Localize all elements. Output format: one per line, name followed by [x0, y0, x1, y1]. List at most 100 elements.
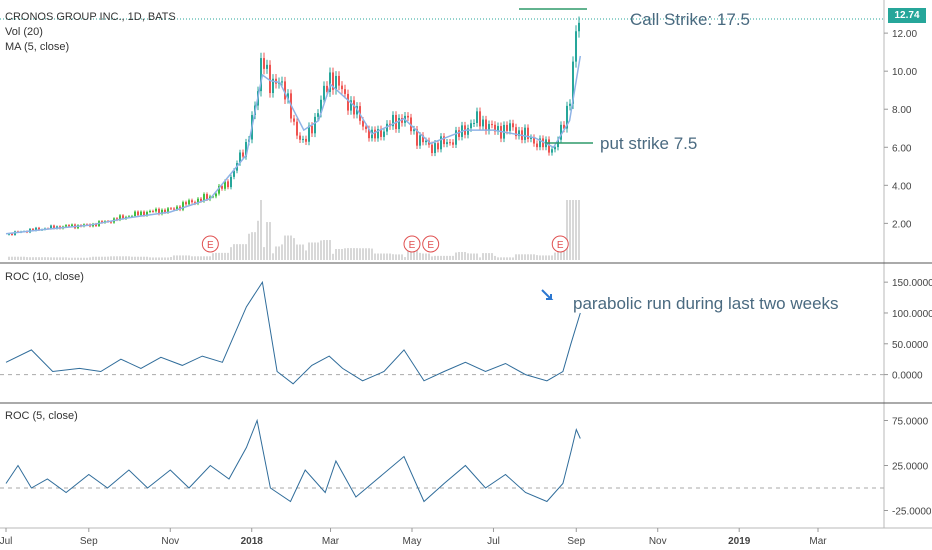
- volume-bar: [479, 257, 481, 260]
- volume-bar: [359, 248, 361, 260]
- y-tick-label: 100.0000: [892, 309, 932, 320]
- volume-bar: [314, 242, 316, 260]
- candle-body: [500, 126, 502, 139]
- parabolic-annotation: parabolic run during last two weeks: [573, 294, 839, 313]
- volume-bar: [119, 256, 121, 260]
- candle-body: [332, 72, 334, 90]
- volume-bar: [317, 242, 319, 260]
- volume-bar: [128, 256, 130, 260]
- candle-body: [488, 124, 490, 131]
- y-tick-label: 50.0000: [892, 340, 929, 351]
- candle-body: [560, 124, 562, 140]
- volume-bar: [47, 257, 49, 260]
- volume-bar: [173, 255, 175, 260]
- volume-bar: [371, 248, 373, 260]
- volume-bar: [209, 256, 211, 260]
- candle-body: [152, 210, 154, 212]
- candle-body: [218, 185, 220, 194]
- volume-bar: [248, 233, 250, 260]
- candle-body: [239, 152, 241, 164]
- volume-bar: [245, 244, 247, 260]
- volume-bar: [95, 256, 97, 260]
- volume-bar: [20, 256, 22, 260]
- volume-bar: [62, 257, 64, 260]
- candle-body: [323, 85, 325, 100]
- candle-body: [533, 137, 535, 144]
- candle-body: [485, 119, 487, 131]
- volume-bar: [485, 253, 487, 260]
- candle-body: [326, 85, 328, 92]
- candle-body: [563, 124, 565, 129]
- volume-bar: [302, 244, 304, 260]
- candle-body: [515, 127, 517, 137]
- volume-bar: [452, 255, 454, 260]
- candle-body: [203, 194, 205, 202]
- volume-indicator-label: Vol (20): [5, 26, 43, 38]
- x-tick-label: Nov: [649, 536, 667, 547]
- volume-bar: [431, 256, 433, 260]
- volume-bar: [416, 248, 418, 260]
- volume-bar: [338, 249, 340, 260]
- candle-body: [362, 120, 364, 127]
- volume-bar: [257, 220, 259, 260]
- volume-bar: [56, 257, 58, 260]
- volume-bar: [467, 253, 469, 260]
- candle-body: [50, 225, 52, 229]
- candle-body: [272, 78, 274, 94]
- volume-bar: [506, 257, 508, 260]
- candle-body: [317, 113, 319, 117]
- volume-bar: [347, 248, 349, 260]
- x-tick-label: 2019: [728, 536, 751, 547]
- volume-bar: [281, 244, 283, 260]
- volume-bar: [203, 256, 205, 260]
- volume-bar: [551, 255, 553, 260]
- volume-bar: [41, 257, 43, 260]
- volume-bar: [299, 244, 301, 260]
- volume-bar: [392, 254, 394, 260]
- volume-bar: [227, 252, 229, 260]
- candle-body: [572, 61, 574, 104]
- earnings-marker: [201, 235, 219, 253]
- candle-body: [446, 142, 448, 145]
- volume-bar: [80, 257, 82, 260]
- volume-bar: [503, 257, 505, 260]
- volume-bar: [407, 248, 409, 260]
- volume-bar: [311, 242, 313, 260]
- volume-bar: [362, 248, 364, 260]
- volume-bar: [65, 257, 67, 260]
- volume-bar: [377, 253, 379, 260]
- ma-indicator-label: MA (5, close): [5, 41, 70, 53]
- volume-bar: [419, 252, 421, 260]
- volume-bar: [500, 257, 502, 260]
- volume-bar: [242, 244, 244, 260]
- candle-body: [440, 136, 442, 150]
- x-tick-label: Mar: [809, 536, 827, 547]
- volume-bar: [224, 252, 226, 260]
- candle-body: [35, 227, 37, 231]
- volume-bar: [356, 248, 358, 260]
- earnings-marker-label: E: [557, 240, 564, 251]
- volume-bar: [512, 257, 514, 260]
- volume-bar: [59, 257, 61, 260]
- earnings-marker: [551, 235, 569, 253]
- volume-bar: [101, 256, 103, 260]
- candle-body: [449, 142, 451, 144]
- volume-bar: [521, 254, 523, 260]
- roc10-legend: ROC (10, close): [5, 271, 84, 283]
- volume-bar: [323, 240, 325, 260]
- candle-body: [509, 123, 511, 131]
- volume-bar: [50, 257, 52, 260]
- volume-bar: [428, 253, 430, 260]
- candle-body: [377, 129, 379, 139]
- volume-bar: [542, 255, 544, 260]
- candle-body: [479, 111, 481, 127]
- volume-bar: [260, 200, 262, 260]
- candle-body: [164, 209, 166, 213]
- volume-bar: [488, 253, 490, 260]
- volume-bar: [401, 254, 403, 260]
- candle-body: [431, 144, 433, 154]
- volume-bar: [230, 247, 232, 260]
- volume-bar: [137, 256, 139, 260]
- candle-body: [569, 103, 571, 106]
